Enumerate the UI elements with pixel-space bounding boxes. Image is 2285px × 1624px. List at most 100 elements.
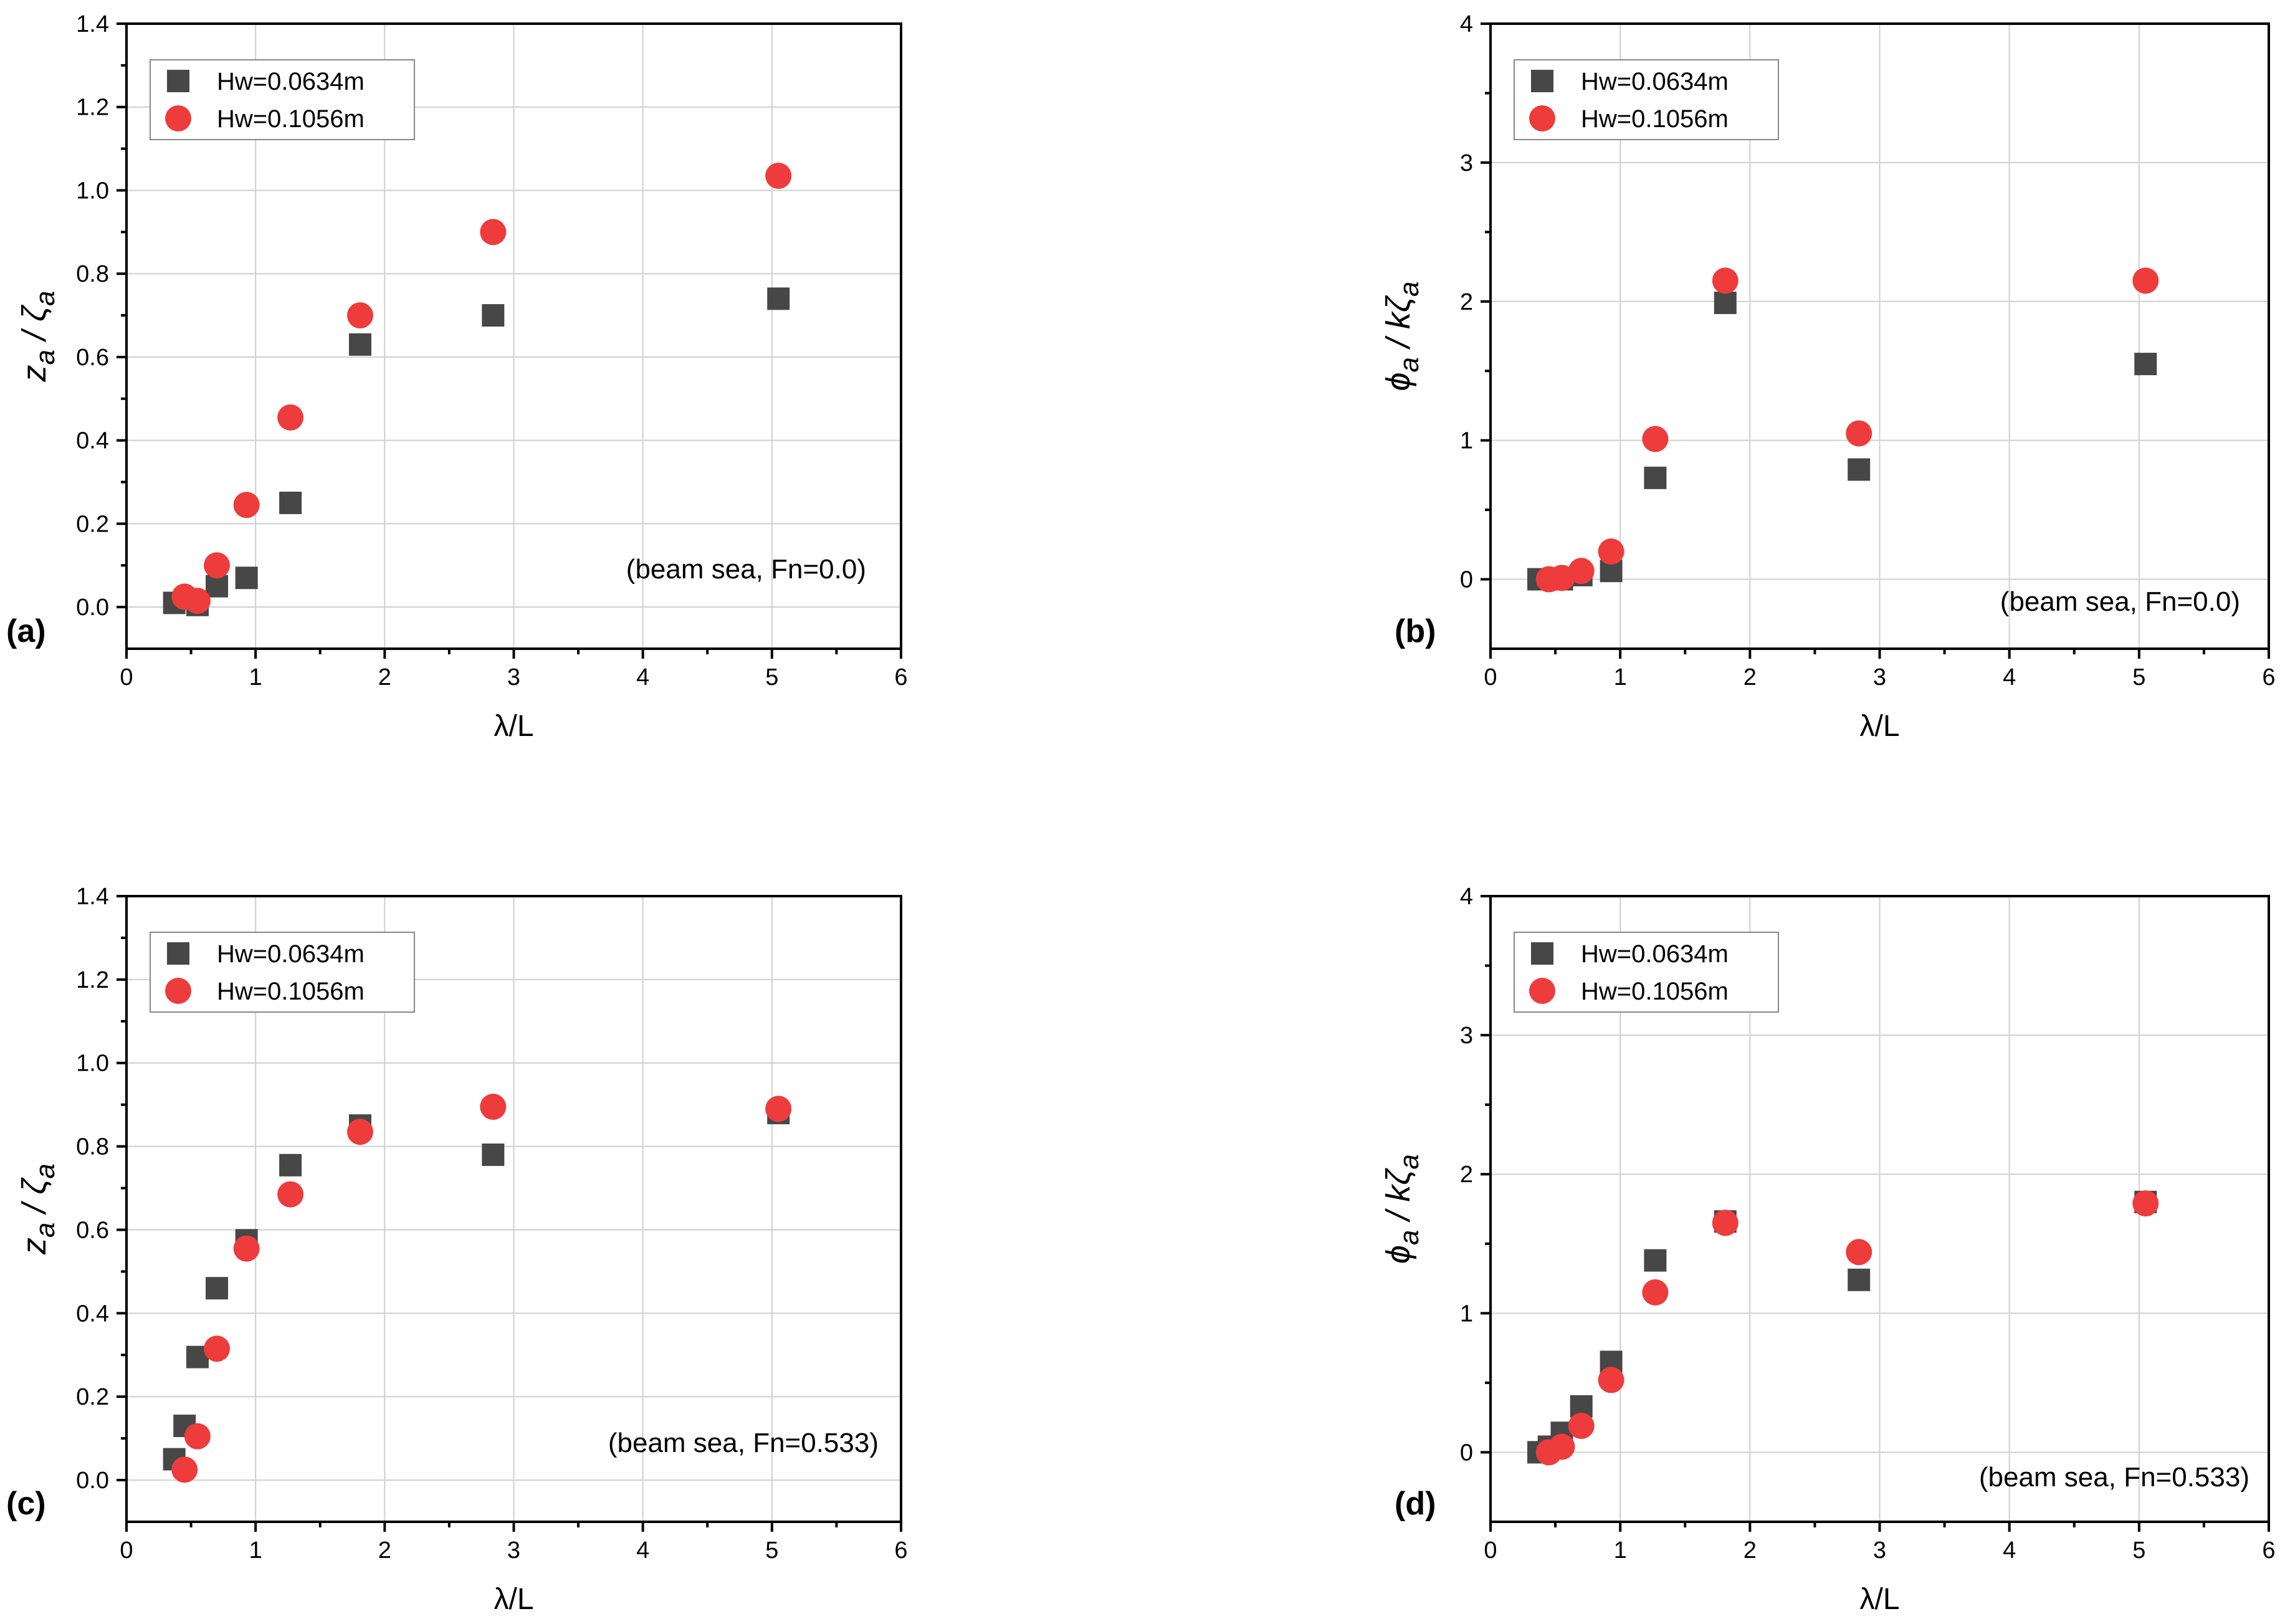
y-axis-label-part: / ζ <box>16 304 53 350</box>
x-tick-label: 5 <box>765 664 778 690</box>
y-axis-label-part: a <box>1394 281 1424 296</box>
data-point-circle <box>2132 1190 2159 1217</box>
y-tick-label: 1.2 <box>76 95 109 121</box>
data-point-square <box>482 1143 505 1166</box>
data-point-circle <box>1598 538 1624 565</box>
data-point-circle <box>204 1335 231 1362</box>
y-axis-label: ϕa / kζa <box>1380 1154 1424 1264</box>
legend-label: Hw=0.0634m <box>217 68 365 95</box>
x-axis-label: λ/L <box>494 710 533 743</box>
y-tick-label: 1.4 <box>76 884 109 910</box>
data-point-square <box>1848 1268 1871 1291</box>
x-tick-label: 3 <box>1873 664 1886 690</box>
y-axis-label-part: a <box>1394 357 1424 372</box>
y-tick-label: 0.6 <box>76 345 109 371</box>
y-tick-label: 0 <box>1460 1440 1473 1466</box>
x-tick-label: 6 <box>894 1537 907 1564</box>
y-tick-label: 0.4 <box>76 1301 109 1327</box>
x-tick-label: 0 <box>1484 1537 1497 1564</box>
annotation-text: (beam sea, Fn=0.0) <box>626 554 866 585</box>
panel-label: (a) <box>6 613 46 649</box>
data-point-circle <box>346 302 373 329</box>
legend-box <box>1514 59 1779 140</box>
data-point-circle <box>184 1423 211 1450</box>
data-point-circle <box>1846 420 1872 447</box>
legend-marker-square <box>1531 70 1553 92</box>
legend-marker-circle <box>165 978 191 1004</box>
y-tick-label: 0.4 <box>76 428 109 454</box>
x-axis-label: λ/L <box>1859 1583 1899 1616</box>
y-axis-label-part: a <box>1394 1154 1424 1169</box>
data-point-circle <box>233 1235 260 1262</box>
y-tick-label: 1.2 <box>76 967 109 993</box>
y-tick-label: 1.0 <box>76 178 109 204</box>
legend-marker-circle <box>1529 978 1555 1004</box>
legend-label: Hw=0.1056m <box>1581 105 1729 133</box>
legend-marker-square <box>1531 942 1553 965</box>
x-axis-label: λ/L <box>494 1583 533 1616</box>
x-tick-label: 1 <box>1614 664 1627 690</box>
x-tick-label: 4 <box>636 664 649 690</box>
legend-marker-square <box>167 70 189 92</box>
y-axis-label-part: / kζ <box>1380 295 1417 357</box>
data-point-square <box>206 575 229 598</box>
legend-label: Hw=0.0634m <box>217 940 365 968</box>
x-tick-label: 0 <box>120 664 133 690</box>
x-tick-label: 4 <box>636 1537 649 1564</box>
data-point-circle <box>480 219 507 246</box>
x-tick-label: 5 <box>2132 664 2145 690</box>
y-tick-label: 2 <box>1460 1162 1473 1188</box>
data-point-square <box>279 491 302 514</box>
x-tick-label: 0 <box>120 1537 133 1564</box>
annotation-text: (beam sea, Fn=0.533) <box>608 1428 879 1458</box>
x-tick-label: 2 <box>1744 1537 1757 1564</box>
legend-label: Hw=0.0634m <box>1581 940 1729 968</box>
legend-marker-circle <box>165 105 191 131</box>
data-point-square <box>206 1277 229 1300</box>
y-axis-label-part: z <box>16 365 53 383</box>
data-point-circle <box>1548 1433 1575 1460</box>
data-point-circle <box>1568 1413 1595 1440</box>
y-tick-label: 0.6 <box>76 1217 109 1243</box>
x-tick-label: 0 <box>1484 664 1497 690</box>
x-tick-label: 4 <box>2003 1537 2016 1564</box>
data-point-circle <box>1568 558 1595 585</box>
annotation-text: (beam sea, Fn=0.533) <box>1979 1462 2249 1493</box>
y-axis-label: za / ζa <box>16 1163 60 1255</box>
data-point-circle <box>1642 1279 1669 1306</box>
data-point-circle <box>1712 1210 1739 1236</box>
data-point-square <box>1644 466 1667 489</box>
data-point-circle <box>765 163 792 189</box>
y-tick-label: 1.4 <box>76 11 109 37</box>
y-axis-label-part: / ζ <box>16 1177 53 1223</box>
data-point-circle <box>277 404 304 431</box>
legend-marker-circle <box>1529 105 1555 131</box>
data-point-circle <box>1846 1239 1872 1266</box>
panel-label: (c) <box>6 1486 46 1522</box>
x-tick-label: 3 <box>1873 1537 1886 1564</box>
y-tick-label: 1 <box>1460 1301 1473 1327</box>
legend-marker-square <box>167 942 189 965</box>
x-tick-label: 5 <box>765 1537 778 1564</box>
y-tick-label: 0.0 <box>76 1468 109 1494</box>
y-axis-label-part: a <box>30 291 60 306</box>
x-tick-label: 3 <box>507 664 520 690</box>
x-axis-label: λ/L <box>1859 710 1899 743</box>
data-point-circle <box>233 492 260 518</box>
y-tick-label: 3 <box>1460 150 1473 176</box>
x-tick-label: 6 <box>2262 664 2275 690</box>
y-tick-label: 0.2 <box>76 511 109 537</box>
data-point-circle <box>2132 267 2159 294</box>
y-axis-label-part: a <box>30 1163 60 1178</box>
y-tick-label: 0.0 <box>76 595 109 621</box>
y-axis-label: ϕa / kζa <box>1380 281 1424 391</box>
x-tick-label: 5 <box>2132 1537 2145 1564</box>
x-tick-label: 2 <box>1744 664 1757 690</box>
legend-label: Hw=0.1056m <box>1581 978 1729 1005</box>
y-tick-label: 0.8 <box>76 1134 109 1160</box>
data-point-square <box>482 304 505 327</box>
data-point-circle <box>346 1119 373 1145</box>
